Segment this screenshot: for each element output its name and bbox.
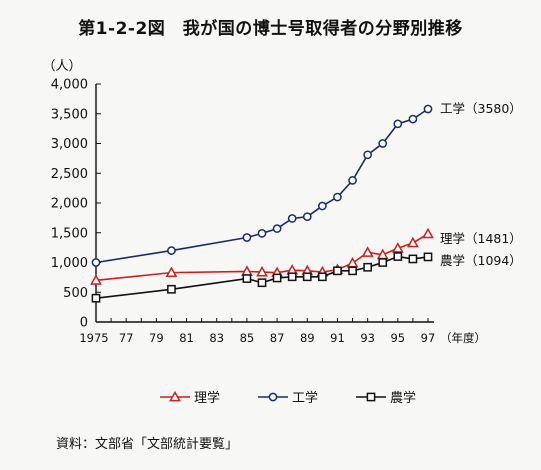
data-point-rigaku [407, 236, 419, 248]
y-tick-label: 1,000 [51, 256, 88, 271]
data-point-kogaku [242, 233, 252, 242]
y-tick-label: 3,500 [51, 107, 88, 122]
x-tick-label: 95 [390, 331, 405, 345]
data-point-nogaku [393, 252, 403, 261]
x-tick-label: 89 [300, 331, 315, 345]
data-point-nogaku [91, 293, 101, 303]
data-point-kogaku [378, 139, 388, 148]
data-point-kogaku [91, 258, 101, 267]
data-point-kogaku [363, 150, 372, 160]
data-point-nogaku [423, 252, 433, 262]
data-point-nogaku [167, 284, 176, 294]
legend-label-kogaku: 工学 [292, 390, 318, 406]
data-point-rigaku [256, 265, 268, 277]
y-tick-label: 500 [63, 286, 88, 301]
series-line-kogaku [95, 108, 429, 264]
data-point-kogaku [302, 212, 312, 222]
data-point-nogaku [272, 273, 282, 283]
data-point-nogaku [363, 262, 372, 272]
data-point-nogaku [333, 266, 342, 276]
data-point-nogaku [408, 254, 418, 264]
data-point-kogaku [167, 246, 176, 255]
data-point-kogaku [287, 214, 297, 223]
data-point-nogaku [348, 266, 357, 276]
data-point-rigaku [90, 274, 102, 285]
x-tick-label: 1975 [79, 331, 108, 345]
end-label-rigaku: 理学（1481） [440, 231, 522, 246]
y-tick-label: 2,500 [51, 167, 88, 182]
source-note: 資料：文部省「文部統計要覧」 [56, 437, 239, 452]
data-point-rigaku [361, 246, 374, 257]
x-tick-label: 87 [270, 331, 285, 345]
data-point-kogaku [257, 228, 267, 238]
data-point-kogaku [423, 104, 433, 114]
legend-marker-kogaku [268, 392, 278, 402]
chart-title: 第1-2-2図 我が国の博士号取得者の分野別推移 [78, 19, 463, 39]
y-tick-label: 0 [80, 316, 88, 331]
end-label-kogaku: 工学（3580） [440, 101, 522, 116]
x-tick-label: 83 [209, 331, 224, 345]
series-line-nogaku [95, 255, 429, 299]
legend-marker-rigaku [169, 390, 181, 402]
y-tick-label: 3,000 [51, 137, 88, 152]
data-point-kogaku [408, 114, 418, 124]
data-point-nogaku [287, 272, 297, 282]
y-tick-label: 1,500 [51, 226, 88, 241]
data-point-kogaku [348, 176, 357, 185]
legend-label-nogaku: 農学 [390, 390, 416, 406]
legend-marker-nogaku [366, 392, 376, 402]
data-point-nogaku [318, 272, 327, 282]
data-point-nogaku [257, 278, 267, 288]
y-tick-label: 4,000 [51, 78, 88, 93]
x-tick-label: 77 [119, 331, 134, 345]
data-point-rigaku [346, 256, 359, 268]
x-tick-label: 97 [421, 331, 436, 345]
x-tick-label: 85 [240, 331, 255, 345]
x-axis-suffix: （年度） [440, 331, 486, 345]
data-point-kogaku [393, 119, 403, 129]
data-point-kogaku [333, 192, 342, 202]
legend-label-rigaku: 理学 [194, 390, 220, 406]
data-point-kogaku [318, 201, 327, 211]
data-point-rigaku [165, 266, 178, 278]
data-point-rigaku [422, 227, 434, 239]
data-point-rigaku [391, 242, 404, 253]
x-tick-label: 81 [179, 331, 194, 345]
y-unit-label: （人） [42, 59, 81, 74]
end-label-nogaku: 農学（1094） [440, 253, 522, 268]
data-point-nogaku [378, 258, 388, 267]
x-tick-label: 79 [149, 331, 164, 345]
x-tick-label: 91 [330, 331, 345, 345]
y-tick-label: 2,000 [51, 197, 88, 212]
data-point-kogaku [272, 224, 282, 233]
data-point-nogaku [302, 272, 312, 282]
x-tick-label: 93 [360, 331, 375, 345]
data-point-nogaku [242, 274, 252, 283]
